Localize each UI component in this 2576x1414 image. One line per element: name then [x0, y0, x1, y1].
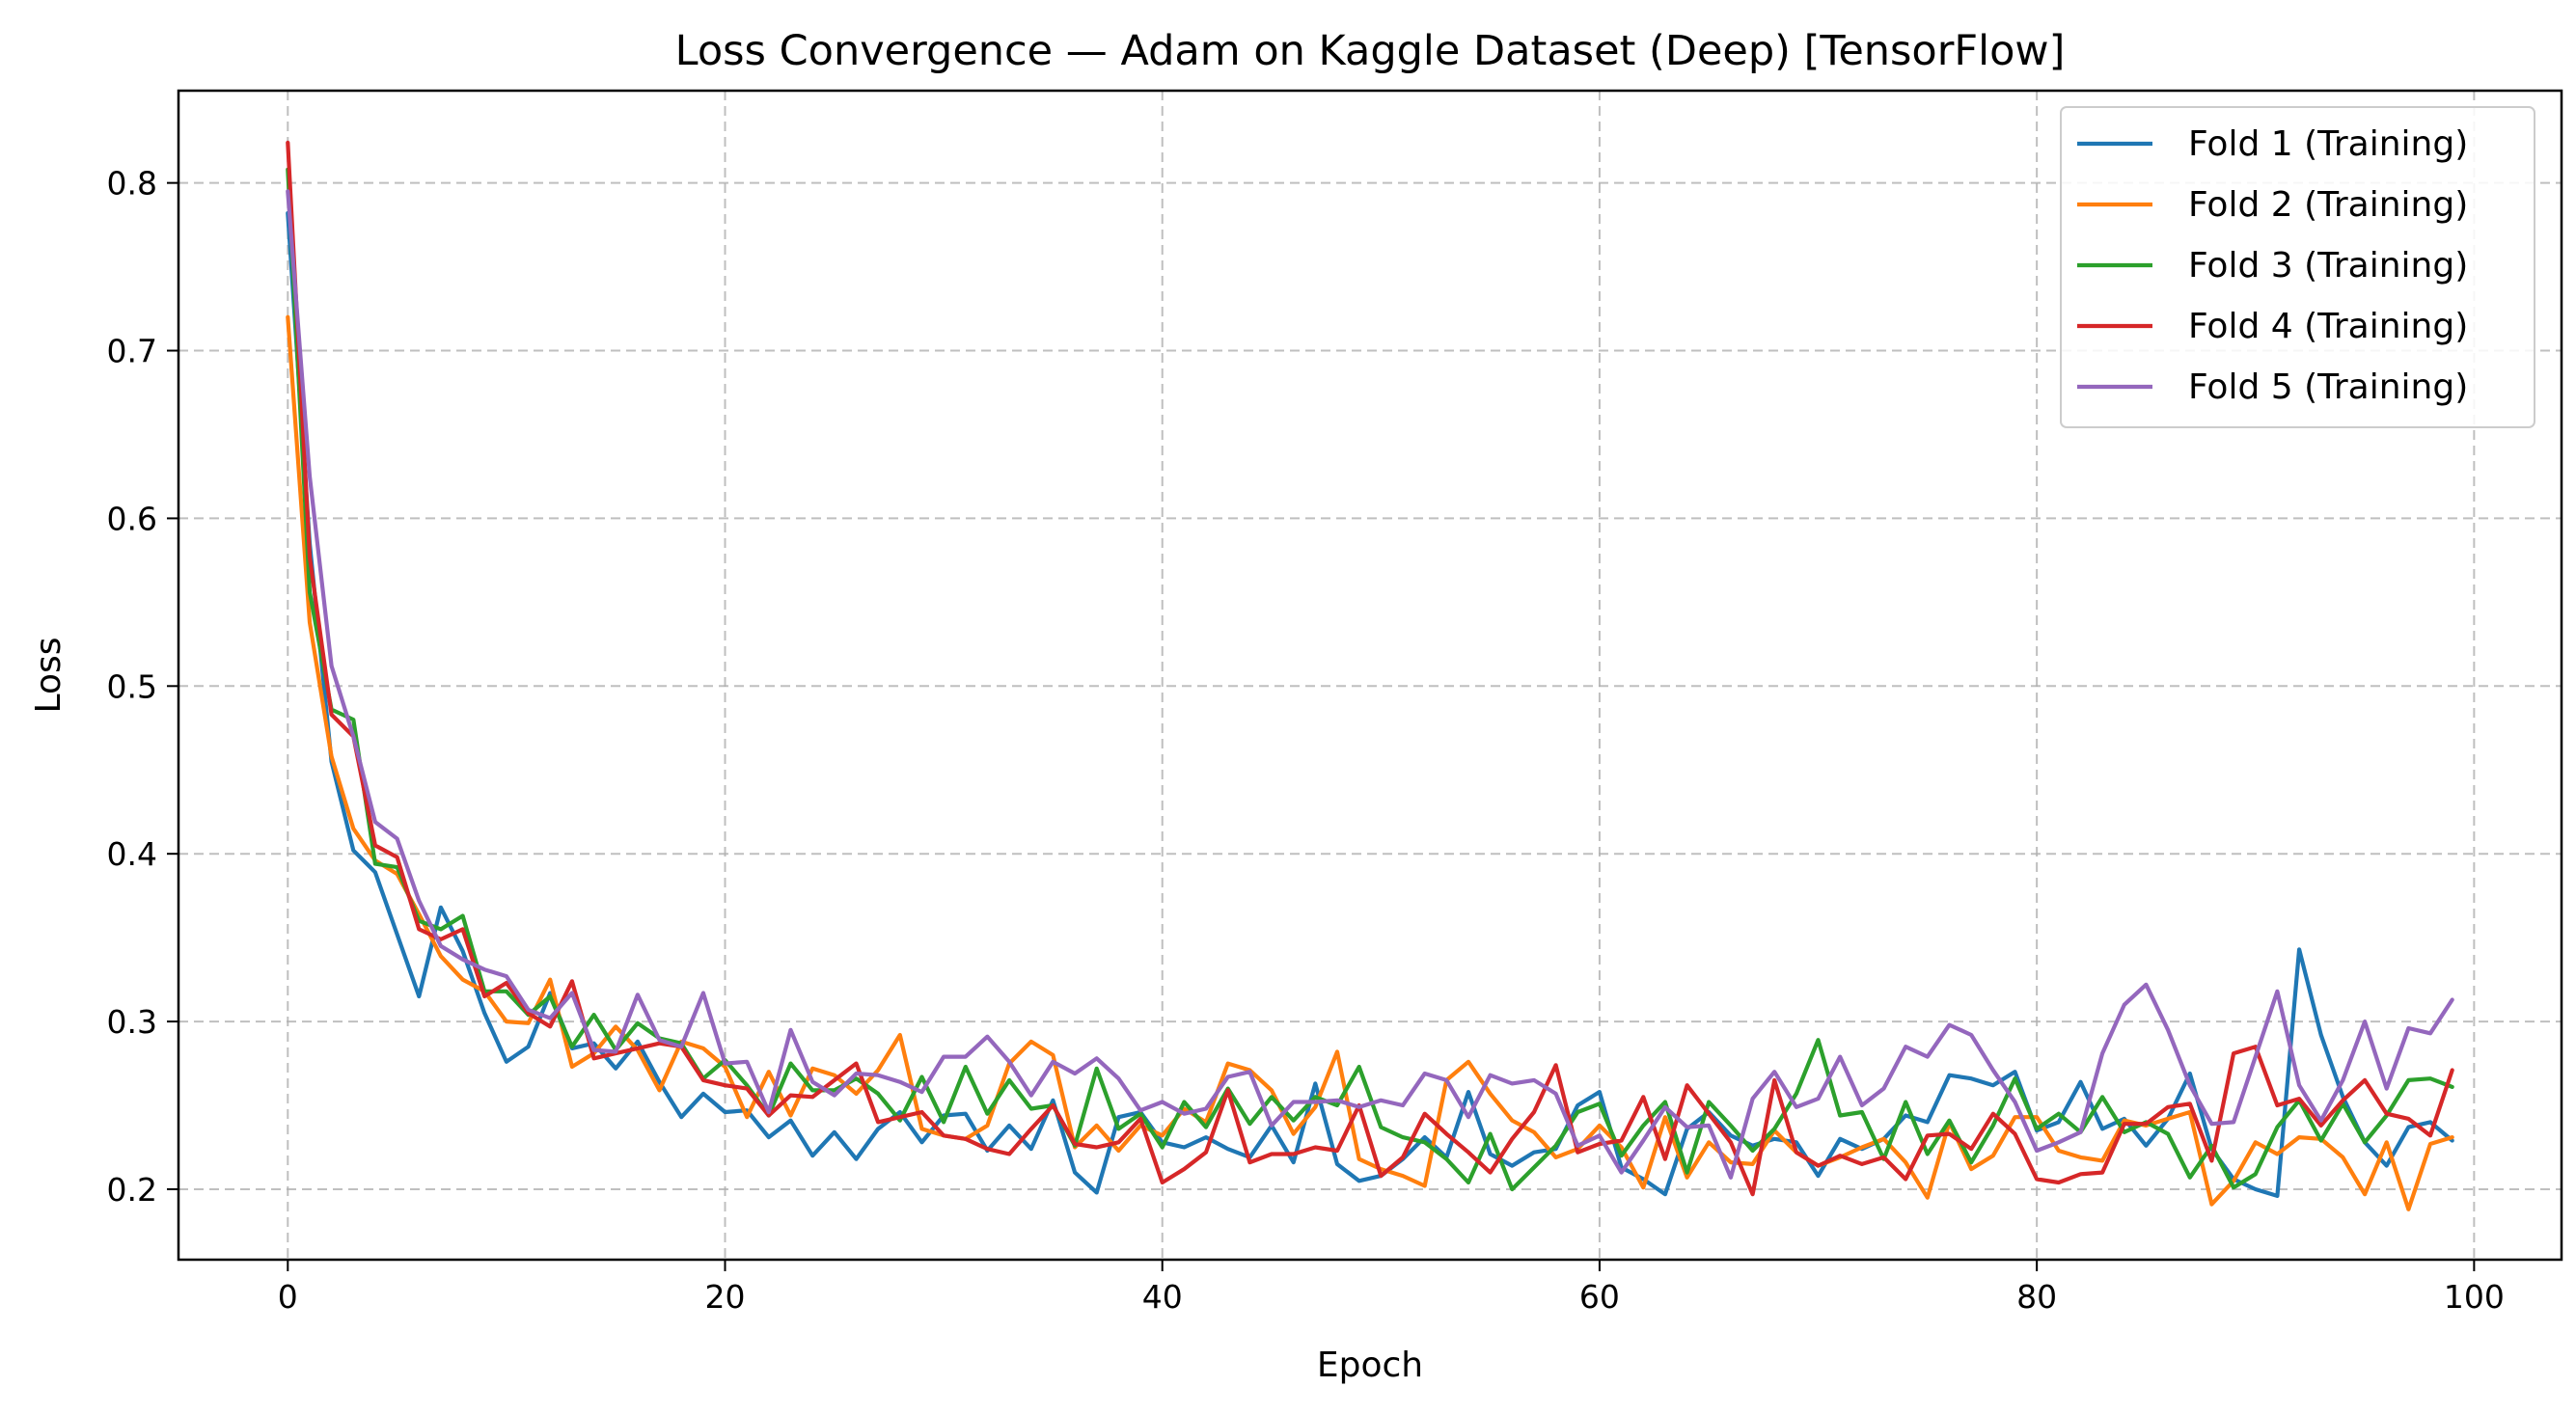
legend: Fold 1 (Training) Fold 2 (Training) Fold 3…: [2060, 106, 2535, 428]
y-axis-label: Loss: [29, 638, 69, 714]
y-tick-label: 0.5: [107, 667, 157, 705]
legend-label-fold-5: Fold 5 (Training): [2188, 367, 2468, 407]
x-tick-label: 20: [705, 1278, 746, 1316]
legend-box: [2060, 106, 2535, 428]
legend-label-fold-4: Fold 4 (Training): [2188, 307, 2468, 346]
series-line-fold-4: [286, 140, 2454, 1197]
series-line-fold-3: [286, 167, 2454, 1192]
legend-label-fold-3: Fold 3 (Training): [2188, 246, 2468, 286]
x-tick-label: 40: [1142, 1278, 1183, 1316]
series-line-fold-2: [286, 314, 2454, 1211]
x-tick-label: 100: [2444, 1278, 2505, 1316]
y-tick-label: 0.2: [107, 1171, 157, 1209]
legend-label-fold-2: Fold 2 (Training): [2188, 185, 2468, 225]
series-line-fold-1: [286, 210, 2454, 1199]
x-tick-label: 60: [1579, 1278, 1620, 1316]
grid: [178, 91, 2562, 1260]
ticks: 0 20 40 60 80 100 0.2 0.3 0.4 0.5 0.6 0.7 0.8: [107, 165, 2505, 1316]
y-tick-label: 0.8: [107, 165, 157, 203]
y-tick-label: 0.6: [107, 500, 157, 537]
x-tick-label: 0: [278, 1278, 298, 1316]
y-tick-label: 0.4: [107, 835, 157, 873]
x-tick-label: 80: [2016, 1278, 2057, 1316]
y-tick-label: 0.7: [107, 333, 157, 370]
chart-title: Loss Convergence — Adam on Kaggle Datase…: [675, 27, 2066, 75]
y-tick-label: 0.3: [107, 1003, 157, 1041]
series-line-fold-5: [286, 189, 2454, 1180]
x-axis-label: Epoch: [1317, 1346, 1423, 1385]
legend-label-fold-1: Fold 1 (Training): [2188, 124, 2468, 164]
series-layer: [286, 140, 2454, 1211]
plot-frame: [177, 89, 2563, 1262]
